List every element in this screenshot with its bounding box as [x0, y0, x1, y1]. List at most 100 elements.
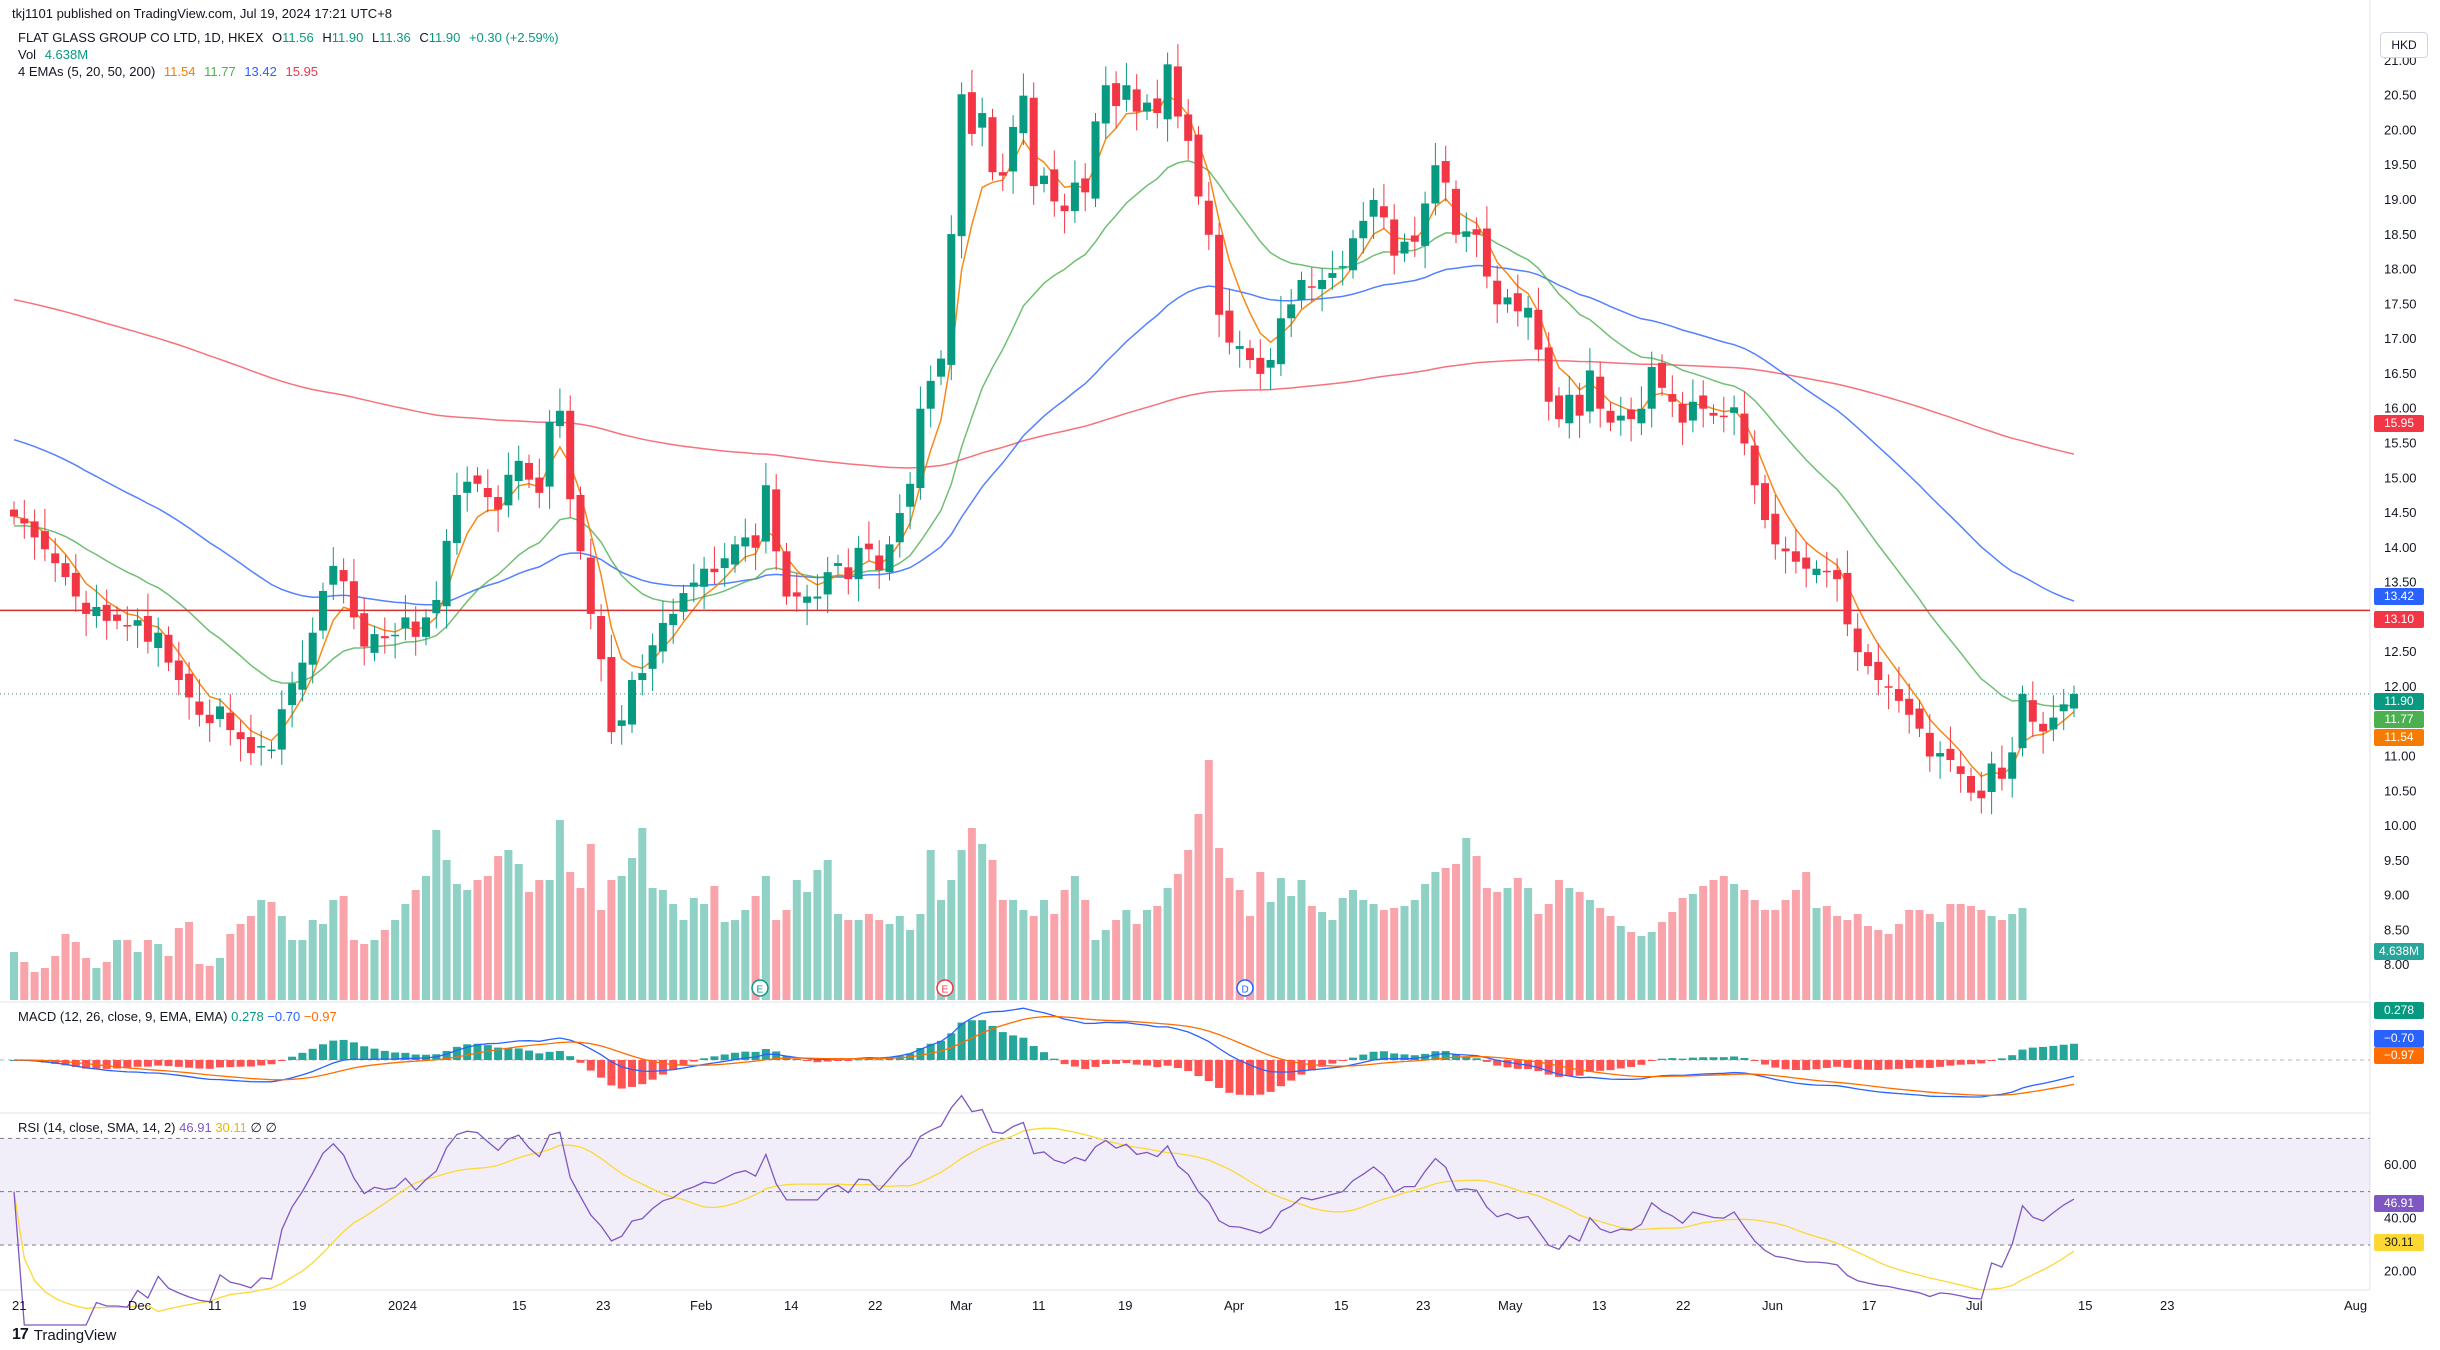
macd-histogram-bar [1369, 1051, 1378, 1060]
tradingview-logo[interactable]: 17 TradingView [12, 1326, 116, 1344]
volume-bar [885, 924, 894, 1000]
candle-body [339, 570, 348, 582]
candle-body [143, 616, 152, 642]
macd-histogram-bar [1029, 1046, 1038, 1060]
macd-histogram-bar [308, 1048, 317, 1060]
macd-histogram-bar [823, 1060, 832, 1062]
volume-bar [1781, 900, 1790, 1000]
macd-histogram-bar [2028, 1047, 2037, 1060]
volume-bar [926, 850, 935, 1000]
macd-histogram-bar [267, 1060, 276, 1065]
macd-histogram-bar [257, 1060, 266, 1066]
volume-bar [391, 920, 400, 1000]
volume-bar [308, 920, 317, 1000]
candle-body [1462, 231, 1471, 237]
macd-histogram-bar [1936, 1060, 1945, 1067]
macd-histogram-bar [391, 1052, 400, 1060]
candle-body [1513, 293, 1522, 312]
macd-histogram-bar [1287, 1060, 1296, 1081]
volume-bar [1977, 910, 1986, 1000]
macd-histogram-bar [1091, 1060, 1100, 1067]
ema50-price-tag: 13.42 [2374, 588, 2424, 605]
volume-bar [349, 940, 358, 1000]
candle-body [576, 494, 585, 552]
candle-body [761, 485, 770, 542]
volume-bar [597, 910, 606, 1000]
time-axis-label: Apr [1224, 1298, 1245, 1313]
volume-bar [545, 880, 554, 1000]
candle-body [1503, 297, 1512, 305]
candle-body [483, 488, 492, 498]
candle-body [1163, 64, 1172, 120]
macd-histogram-bar [1400, 1054, 1409, 1060]
macd-histogram-bar [525, 1050, 533, 1060]
time-axis-label: 21 [12, 1298, 26, 1313]
macd-histogram-bar [1544, 1060, 1553, 1075]
macd-histogram-bar [1112, 1060, 1121, 1064]
candle-body [617, 720, 626, 726]
candle-body [473, 475, 482, 484]
volume-bar [102, 962, 111, 1000]
volume-bar [628, 858, 636, 1000]
volume-bar [216, 958, 224, 1000]
candle-body [1915, 708, 1924, 729]
volume-bar [1225, 878, 1234, 1000]
price-tick-label: 8.50 [2384, 922, 2409, 937]
volume-bar [689, 898, 698, 1000]
volume-bar [937, 900, 945, 1000]
candle-body [710, 568, 719, 573]
volume-legend: Vol 4.638M [18, 47, 93, 62]
candle-body [813, 596, 822, 599]
volume-bar [1925, 914, 1934, 1000]
candle-body [875, 555, 884, 571]
candle-body [319, 590, 327, 631]
close-price-tag: 11.90 [2374, 693, 2424, 710]
volume-bar [1328, 920, 1337, 1000]
time-axis-label: 23 [1416, 1298, 1430, 1313]
volume-bar [1791, 890, 1800, 1000]
macd-histogram-bar [1009, 1035, 1018, 1060]
candle-body [937, 358, 945, 377]
candle-body [452, 494, 461, 543]
volume-bar [1585, 900, 1594, 1000]
time-axis-label: 15 [2078, 1298, 2092, 1313]
candle-body [751, 535, 760, 548]
volume-bar [1637, 936, 1646, 1000]
volume-bar [1513, 878, 1522, 1000]
candle-body [535, 477, 544, 493]
macd-histogram-bar [679, 1060, 688, 1066]
currency-selector[interactable]: HKD [2380, 32, 2428, 58]
candle-body [1256, 357, 1265, 374]
candle-body [1184, 114, 1193, 141]
volume-bar [1534, 914, 1543, 1000]
volume-bar [1256, 872, 1265, 1000]
price-tick-label: 11.00 [2384, 749, 2416, 764]
macd-histogram-bar [226, 1060, 235, 1068]
candle-body [1575, 394, 1584, 416]
volume-bar [1544, 904, 1553, 1000]
volume-bar [494, 856, 503, 1000]
macd-histogram-bar [401, 1052, 410, 1060]
time-axis-label: 14 [784, 1298, 798, 1313]
candle-body [92, 606, 101, 616]
rsi-tick-label: 20.00 [2384, 1264, 2417, 1279]
candle-body [967, 92, 976, 134]
macd-histogram-bar [1905, 1060, 1914, 1069]
macd-histogram-bar [1802, 1060, 1811, 1071]
candle-body [1565, 394, 1574, 424]
volume-bar [1812, 908, 1821, 1000]
macd-histogram-bar [1441, 1051, 1450, 1060]
candle-body [1246, 348, 1254, 360]
macd-histogram-bar [1709, 1057, 1718, 1060]
volume-bar [51, 956, 60, 1000]
macd-histogram-bar [741, 1051, 750, 1060]
candle-body [20, 518, 29, 524]
macd-histogram-bar [875, 1059, 884, 1061]
candle-body [349, 581, 358, 618]
symbol-legend: FLAT GLASS GROUP CO LTD, 1D, HKEX O11.56… [18, 30, 564, 45]
volume-bar [1503, 888, 1512, 1000]
candle-body [40, 531, 49, 550]
volume-bar [1894, 924, 1903, 1000]
candle-body [1297, 280, 1306, 301]
